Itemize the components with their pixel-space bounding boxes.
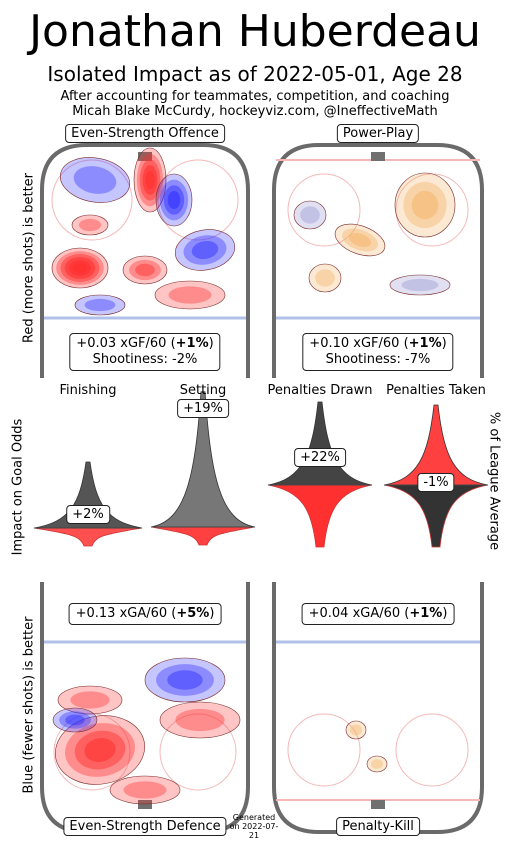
method-note: After accounting for teammates, competit… xyxy=(60,89,450,104)
es-defence-stat: +0.13 xGA/60 (+5%) xyxy=(68,603,222,625)
page-title: Jonathan Huberdeau xyxy=(29,6,481,57)
violin-penalties-drawn xyxy=(267,401,373,548)
es-offence-hotspot-2 xyxy=(133,147,167,213)
pp-xg-suffix: ) xyxy=(441,336,447,351)
pk-net xyxy=(371,800,385,809)
es-offence-net xyxy=(138,152,152,161)
pk-faceoff-right xyxy=(395,713,469,787)
penalties-drawn-pct: +22% xyxy=(294,448,346,467)
es-offence-hotspot-3 xyxy=(122,255,168,285)
es-offence-coldspot-2 xyxy=(60,157,130,203)
es-defence-xg-suffix: ) xyxy=(209,606,215,621)
es-defence-hotspot-3 xyxy=(159,701,241,739)
pp-hotspot-3 xyxy=(308,263,342,293)
violin-setting xyxy=(150,391,256,546)
es-defence-xg-pct: +5% xyxy=(176,606,210,621)
es-offence-coldspot-1 xyxy=(155,173,193,227)
pp-hotspot-2 xyxy=(334,223,386,257)
pk-xg-pct: +1% xyxy=(409,606,443,621)
author-credit: Micah Blake McCurdy, hockeyviz.com, @Ine… xyxy=(72,104,438,119)
goal-odds-side-label: Impact on Goal Odds xyxy=(10,418,26,556)
page-subtitle: Isolated Impact as of 2022-05-01, Age 28 xyxy=(47,62,463,86)
league-average-side-label: % of League Average xyxy=(486,411,502,551)
pp-rink xyxy=(272,143,484,378)
finishing-header: Finishing xyxy=(59,383,117,398)
pp-coldspot-2 xyxy=(389,274,451,296)
pp-xg-pct: +1% xyxy=(408,336,442,351)
pk-hotspot-1 xyxy=(345,720,367,740)
es-offence-xg-suffix: ) xyxy=(208,336,214,351)
pp-shootiness: Shootiness: -7% xyxy=(325,352,431,367)
penalties-drawn-header: Penalties Drawn xyxy=(267,383,373,398)
defence-side-label: Blue (fewer shots) is better xyxy=(21,616,37,794)
pp-stat: +0.10 xGF/60 (+1%) Shootiness: -7% xyxy=(302,333,454,371)
pk-xg-suffix: ) xyxy=(442,606,448,621)
pp-label: Power-Play xyxy=(336,124,420,143)
setting-pct: +19% xyxy=(177,399,229,418)
offence-side-label: Red (more shots) is better xyxy=(21,172,37,344)
setting-header: Setting xyxy=(179,383,227,398)
es-offence-coldspot-3 xyxy=(174,229,236,271)
es-offence-faceoff-right xyxy=(157,159,239,241)
es-offence-coldspot-4 xyxy=(74,294,126,316)
es-defence-label: Even-Strength Defence xyxy=(63,817,227,836)
es-defence-net xyxy=(138,800,152,809)
es-defence-xg: +0.13 xGA/60 ( xyxy=(75,606,177,621)
es-offence-hotspot-4 xyxy=(71,214,109,236)
pp-net xyxy=(371,152,385,161)
es-offence-faceoff-left xyxy=(51,159,133,241)
pk-faceoff-left xyxy=(287,713,361,787)
es-offence-rink xyxy=(40,143,250,378)
es-defence-hotspot-4 xyxy=(109,775,181,805)
penalties-taken-pct: -1% xyxy=(417,473,455,492)
es-defence-faceoff-right xyxy=(159,713,237,791)
es-defence-hotspot-2 xyxy=(57,685,123,715)
finishing-pct: +2% xyxy=(66,505,110,524)
pk-label: Penalty-Kill xyxy=(336,817,420,836)
es-offence-hotspot-1 xyxy=(51,247,109,289)
es-defence-coldspot-2 xyxy=(52,707,98,733)
es-offence-stat: +0.03 xGF/60 (+1%) Shootiness: -2% xyxy=(69,333,221,371)
pk-stat: +0.04 xGA/60 (+1%) xyxy=(301,603,455,625)
es-offence-xg: +0.03 xGF/60 ( xyxy=(76,336,176,351)
pk-hotspot-2 xyxy=(366,755,388,773)
es-offence-hotspot-5 xyxy=(154,280,226,310)
pp-faceoff-left xyxy=(287,173,361,247)
es-defence-hotspot-1 xyxy=(54,715,146,785)
pp-hotspot-1 xyxy=(394,172,456,238)
es-offence-xg-pct: +1% xyxy=(175,336,209,351)
penalties-taken-header: Penalties Taken xyxy=(386,383,486,398)
es-offence-shootiness: Shootiness: -2% xyxy=(92,352,198,367)
pp-xg: +0.10 xGF/60 ( xyxy=(309,336,409,351)
generated-note: Generated on 2022-07-21 xyxy=(229,813,279,840)
pp-coldspot-1 xyxy=(293,200,327,230)
es-defence-coldspot-1 xyxy=(144,657,226,703)
violin-finishing xyxy=(33,461,143,547)
pk-xg: +0.04 xGA/60 ( xyxy=(308,606,410,621)
es-offence-label: Even-Strength Offence xyxy=(65,124,225,143)
